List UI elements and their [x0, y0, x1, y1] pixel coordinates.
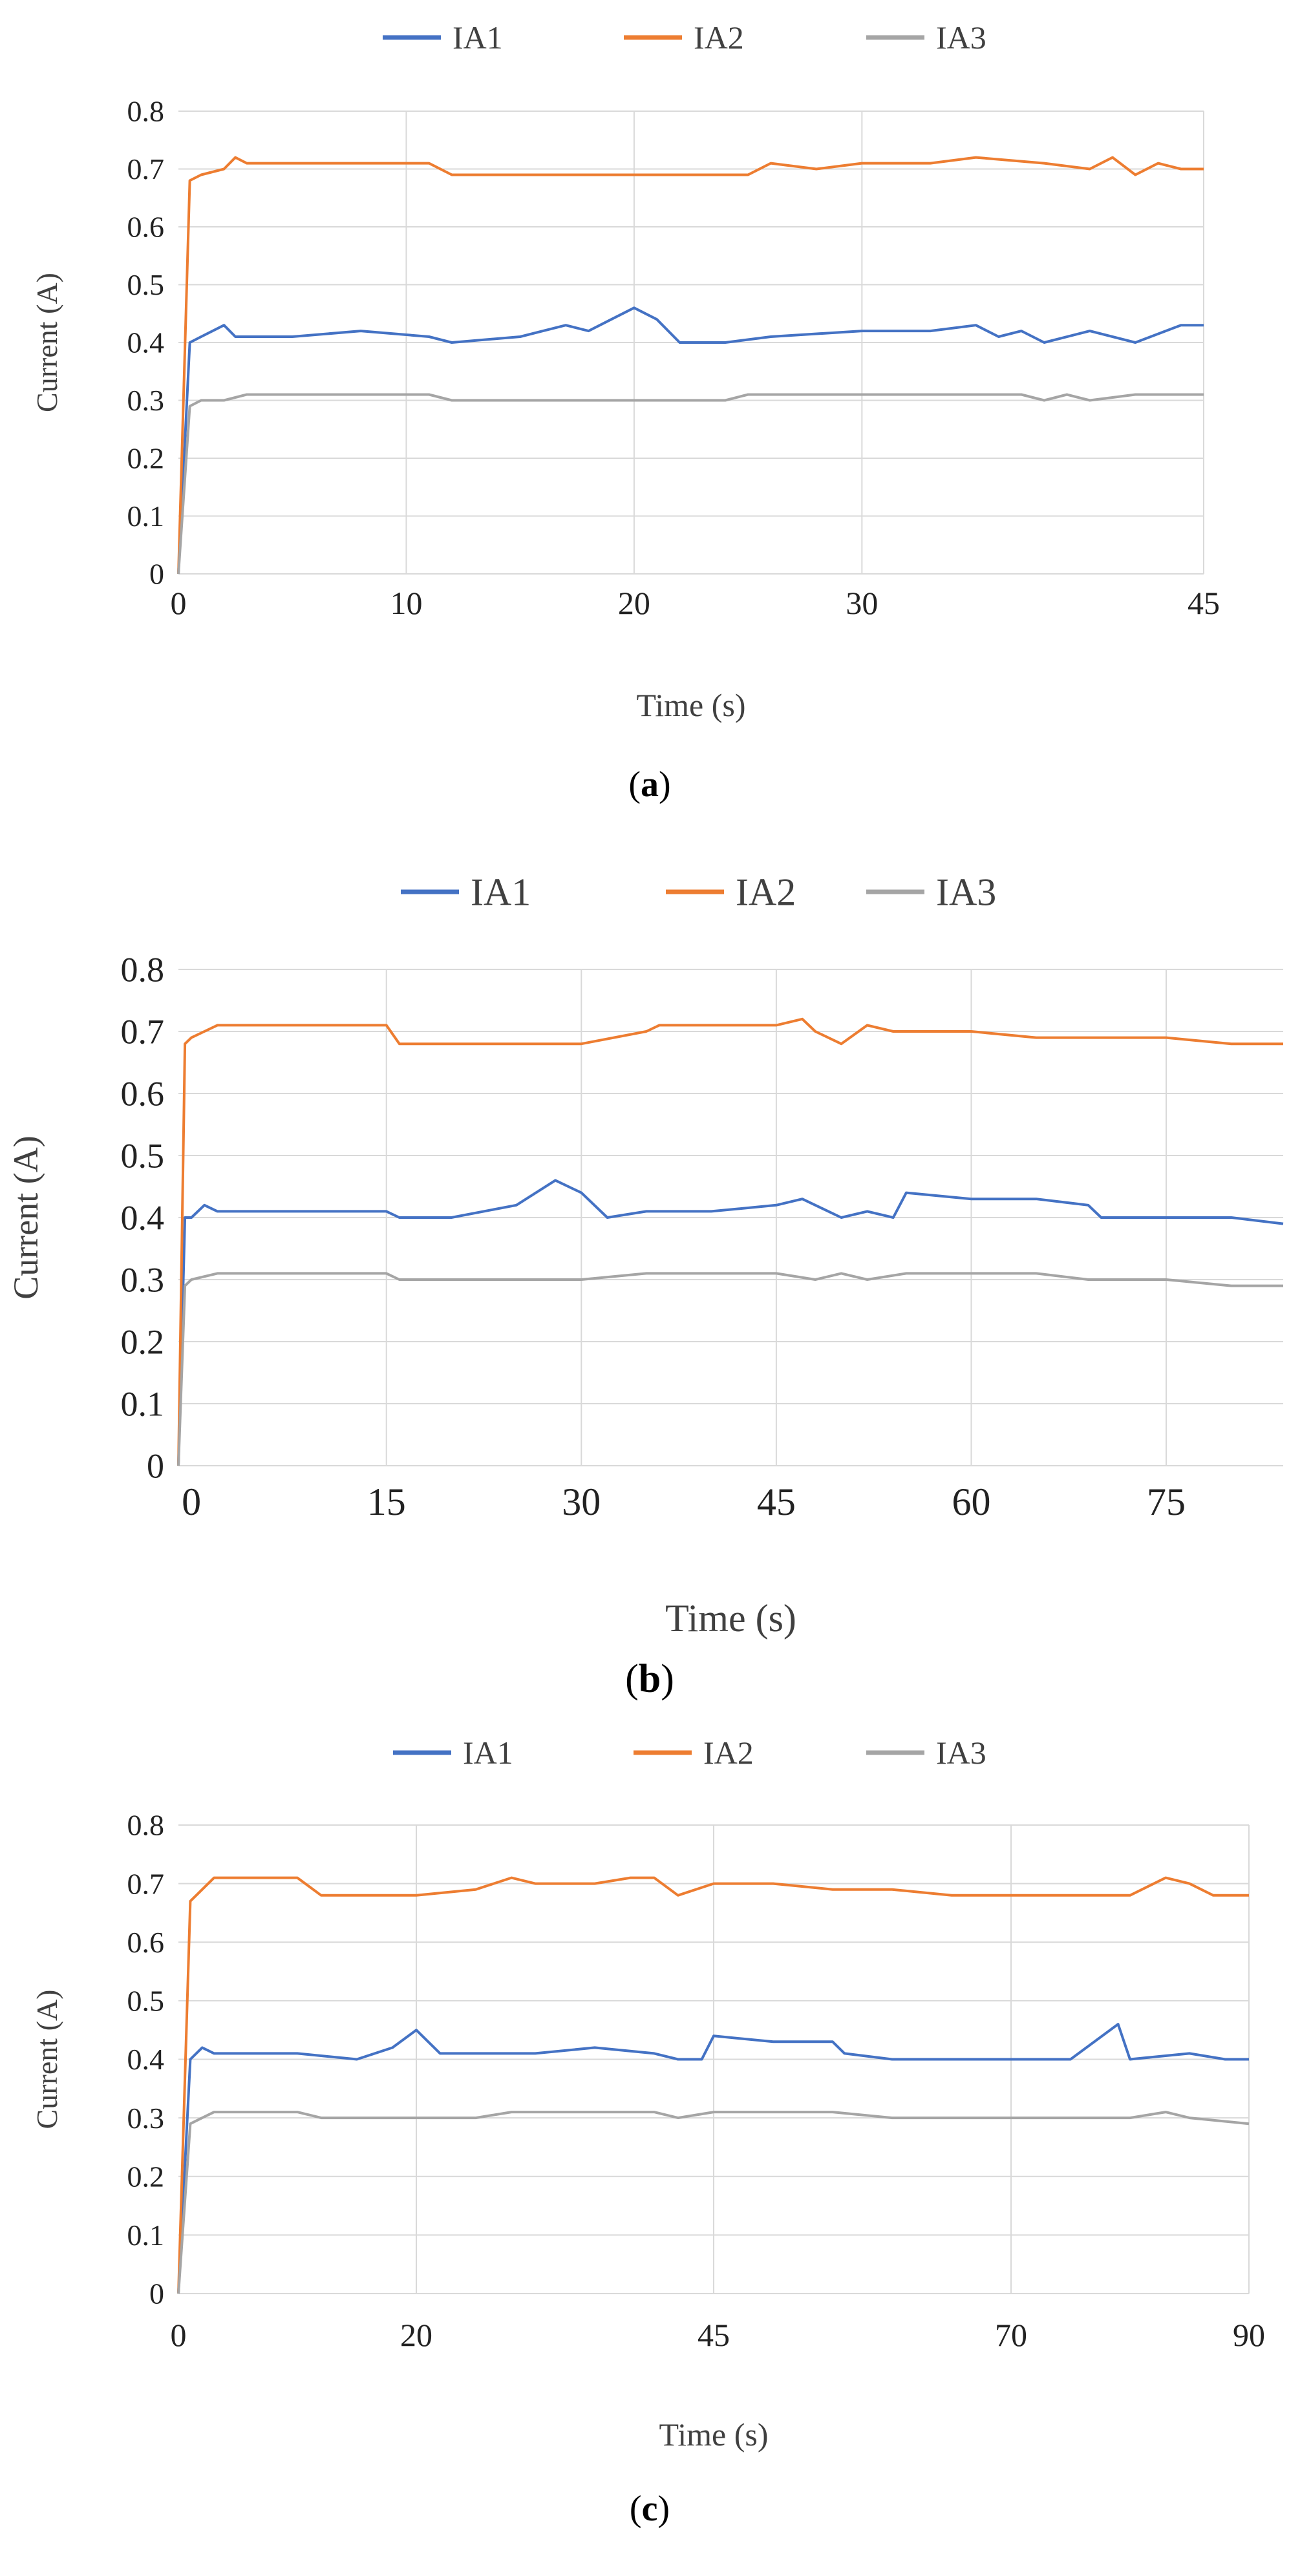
series-line-ia2: [177, 156, 1204, 575]
y-tick-label: 0.1: [127, 2219, 165, 2252]
x-tick-label: 0: [182, 1481, 201, 1523]
y-tick-label: 0.7: [127, 1867, 165, 1900]
x-tick-label: 70: [995, 2317, 1027, 2353]
legend-label-ia2: IA2: [703, 1735, 754, 1771]
series-line-ia3: [177, 2111, 1250, 2294]
legend-label-ia3: IA3: [936, 871, 996, 913]
series-line-ia3: [177, 393, 1204, 575]
chart-panel-b: 0 0.1 0.2 0.3 0.4 0.5 0.6 0.7 0.8 0 15 30 45 60 75 Time…: [6, 871, 1284, 1701]
y-axis-title: Current (A): [6, 1135, 45, 1299]
y-tick-label: 0.4: [127, 2043, 165, 2076]
y-axis-title: Current (A): [30, 1990, 63, 2129]
y-tick-label: 0.5: [127, 1985, 165, 2018]
chart-panel-a: 0 0.1 0.2 0.3 0.4 0.5 0.6 0.7 0.8 0 10 20 30 45 Time (…: [30, 19, 1220, 805]
series-line-ia1: [177, 2023, 1249, 2294]
x-tick-label: 20: [400, 2317, 432, 2353]
x-tick-label: 30: [562, 1481, 601, 1523]
x-tick-label: 0: [171, 585, 187, 621]
y-tick-label: 0.4: [121, 1198, 165, 1237]
x-tick-label: 0: [171, 2317, 187, 2353]
y-tick-label: 0.7: [127, 153, 165, 185]
y-tick-label: 0.3: [121, 1260, 165, 1299]
x-tick-label: 75: [1147, 1481, 1186, 1523]
x-tick-label: 45: [698, 2317, 730, 2353]
panel-label-a: (a): [628, 765, 670, 805]
y-tick-label: 0.6: [121, 1074, 165, 1113]
y-tick-label: 0.8: [127, 1809, 165, 1842]
y-tick-label: 0: [149, 558, 164, 591]
series-line-ia2: [177, 1017, 1283, 1466]
y-tick-label: 0.5: [121, 1136, 165, 1175]
x-tick-label: 10: [390, 585, 422, 621]
x-axis-title: Time (s): [659, 2416, 768, 2453]
legend-label-ia3: IA3: [936, 19, 986, 56]
legend-label-ia2: IA2: [736, 871, 796, 913]
y-tick-label: 0.7: [121, 1012, 165, 1051]
y-tick-label: 0.6: [127, 1926, 165, 1959]
x-tick-label: 45: [1188, 585, 1220, 621]
legend-label-ia1: IA1: [453, 19, 503, 56]
y-tick-label: 0.3: [127, 2102, 165, 2135]
y-tick-label: 0.1: [127, 500, 165, 533]
y-tick-label: 0.8: [121, 950, 165, 989]
legend-label-ia3: IA3: [936, 1735, 986, 1771]
x-tick-label: 30: [846, 585, 878, 621]
series-line-ia1: [177, 306, 1204, 575]
x-tick-label: 15: [367, 1481, 406, 1523]
legend-label-ia1: IA1: [463, 1735, 513, 1771]
y-tick-label: 0.3: [127, 384, 165, 417]
legend-label-ia2: IA2: [694, 19, 744, 56]
y-tick-label: 0: [149, 2277, 164, 2310]
y-tick-label: 0.8: [127, 95, 165, 128]
x-tick-label: 45: [757, 1481, 796, 1523]
y-tick-label: 0: [147, 1446, 164, 1485]
y-axis-title: Current (A): [30, 273, 63, 412]
y-tick-label: 0.2: [127, 2160, 165, 2193]
x-axis-title: Time (s): [636, 687, 745, 723]
y-tick-label: 0.6: [127, 211, 165, 244]
series-line-ia3: [177, 1272, 1283, 1466]
x-tick-label: 20: [618, 585, 650, 621]
series-line-ia1: [177, 1179, 1284, 1466]
x-tick-label: 90: [1233, 2317, 1265, 2353]
panel-label-b: (b): [625, 1657, 674, 1701]
panel-label-c: (c): [630, 2489, 670, 2529]
legend-label-ia1: IA1: [471, 871, 531, 913]
series-line-ia2: [177, 1876, 1249, 2294]
y-tick-label: 0.2: [127, 442, 165, 475]
x-axis-title: Time (s): [665, 1597, 796, 1640]
x-tick-label: 60: [952, 1481, 990, 1523]
y-tick-label: 0.1: [121, 1384, 165, 1423]
y-tick-label: 0.4: [127, 326, 165, 359]
y-tick-label: 0.2: [121, 1322, 165, 1361]
chart-panel-c: 0 0.1 0.2 0.3 0.4 0.5 0.6 0.7 0.8 0 20 45 70 90 Time (…: [30, 1735, 1265, 2529]
y-tick-label: 0.5: [127, 268, 165, 301]
